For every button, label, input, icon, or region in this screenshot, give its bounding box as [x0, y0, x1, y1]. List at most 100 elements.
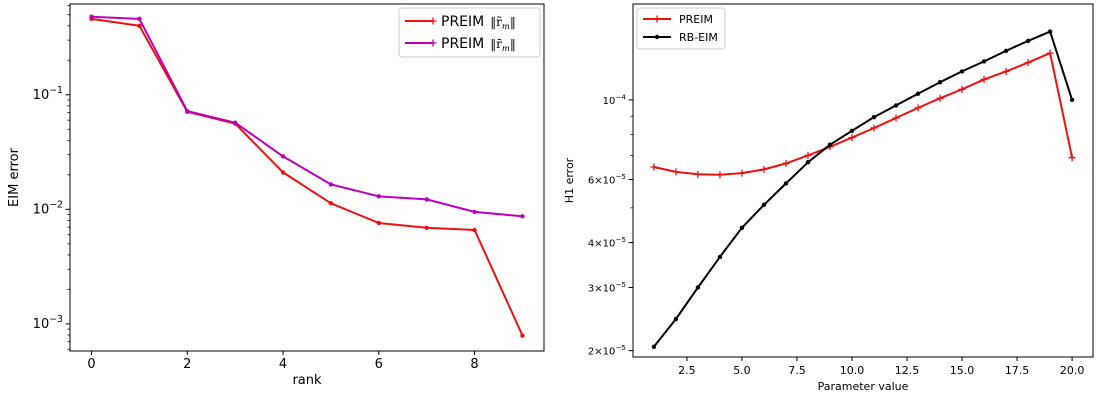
right-series-0-point-4 — [738, 169, 746, 177]
left-legend-label-1: PREIM ‖r̄m‖ — [441, 36, 516, 53]
right-xtick-label-3: 10.0 — [840, 364, 865, 377]
right-series-1-point-3 — [717, 254, 723, 260]
right-legend: PREIM RB-EIM — [636, 7, 726, 50]
right-series-0-point-19 — [1068, 154, 1076, 162]
left-ytick-label-2-exp: −1 — [49, 85, 63, 96]
right-ytick-label-1-base: 3×10 — [588, 283, 615, 294]
left-series-1-point-5 — [328, 182, 334, 187]
right-series-0-point-17 — [1024, 59, 1032, 67]
left-series-0-line — [91, 17, 524, 337]
right-legend-name-0: PREIM — [679, 13, 713, 26]
right-legend-label-0: PREIM — [679, 13, 713, 26]
right-series-0-point-12 — [914, 104, 922, 112]
left-series-1-point-4 — [280, 154, 286, 159]
left-legend-marker-1 — [429, 39, 437, 47]
left-series-1-point-1 — [137, 16, 142, 22]
right-series-1-point-17 — [1025, 38, 1031, 44]
right-series-0-point-1 — [672, 168, 680, 176]
right-legend-label-1: RB-EIM — [679, 31, 718, 44]
right-series-0-point-18 — [1046, 49, 1054, 57]
right-series-1-point-19 — [1069, 97, 1075, 103]
left-ytick-label-0: 10−3 — [33, 314, 63, 332]
right-series-1-point-2 — [695, 285, 701, 290]
left-ytick-label-0-exp: −3 — [49, 314, 63, 325]
left-series-0-point-8 — [472, 227, 477, 233]
right-ytick-label-3-base: 6×10 — [588, 175, 615, 186]
right-xtick-label-1: 5.0 — [733, 364, 751, 377]
right-legend-marker-0 — [653, 15, 661, 23]
left-series-1-point-3 — [232, 120, 238, 125]
left-legend: PREIM ‖r̃m‖PREIM ‖r̄m‖ — [398, 7, 541, 58]
right-legend-marker-1 — [654, 34, 660, 40]
right-series-0-point-9 — [848, 134, 856, 142]
right-series-1-point-9 — [849, 128, 855, 133]
right-series-0-point-15 — [980, 75, 988, 83]
right-xtick-label-2: 7.5 — [788, 364, 806, 377]
right-series-1-point-12 — [915, 91, 921, 96]
right-xtick-label-0: 2.5 — [678, 364, 696, 377]
left-series-0-point-5 — [328, 201, 334, 206]
right-ytick-label-0-base: 2×10 — [588, 347, 615, 358]
left-series-0-point-1 — [137, 23, 142, 29]
right-series-0-point-2 — [694, 170, 702, 178]
right-series-0-point-6 — [782, 159, 790, 167]
left-ytick-label-2: 10−1 — [33, 85, 63, 103]
right-series-0-point-10 — [870, 124, 878, 132]
right-series-1-point-16 — [1003, 48, 1009, 54]
left-legend-name-1: PREIM — [441, 36, 484, 52]
right-axes-frame — [632, 3, 1094, 358]
right-ytick-label-4-exp: −4 — [615, 92, 626, 101]
right-series-0-point-7 — [804, 151, 812, 159]
right-xtick-label-5: 15.0 — [950, 364, 975, 377]
left-ytick-label-1-base: 10 — [33, 202, 50, 217]
left-legend-norm-sub-0: m — [502, 21, 510, 31]
left-xtick-label-1: 2 — [183, 357, 191, 372]
right-series-1-point-13 — [937, 79, 943, 85]
left-series-1-point-2 — [185, 108, 190, 114]
right-series-1-point-10 — [871, 114, 877, 120]
left-legend-marker-0 — [429, 17, 437, 25]
left-legend-box — [398, 7, 541, 58]
left-series-0-point-6 — [376, 220, 382, 226]
right-series-0-point-16 — [1002, 67, 1010, 75]
right-series-0-line — [653, 52, 1074, 176]
right-xlabel: Parameter value — [818, 380, 909, 393]
right-series-0-point-5 — [760, 165, 768, 173]
left-legend-norm-close-0: ‖ — [510, 15, 516, 29]
left-xtick-label-2: 4 — [279, 357, 287, 372]
left-series-0-point-9 — [520, 333, 525, 338]
left-ytick-label-1-exp: −2 — [49, 199, 63, 210]
left-axes-frame — [69, 3, 545, 352]
right-ylabel: H1 error — [563, 157, 576, 203]
left-xlabel: rank — [292, 373, 322, 388]
right-ytick-label-3-exp: −5 — [615, 172, 626, 181]
right-series-1-point-7 — [805, 160, 811, 165]
right-series-1-point-15 — [981, 59, 987, 64]
left-series-1-point-6 — [376, 194, 382, 199]
left-xtick-label-3: 6 — [375, 357, 383, 372]
right-series-0-point-0 — [650, 163, 658, 171]
left-series-0-point-4 — [280, 170, 286, 175]
right-ytick-label-2: 4×10−5 — [588, 235, 626, 250]
left-xtick-label-4: 8 — [470, 357, 478, 372]
right-ytick-label-3: 6×10−5 — [588, 172, 626, 187]
right-ytick-label-4-base: 10 — [603, 96, 616, 107]
left-ytick-label-1: 10−2 — [33, 199, 63, 217]
right-ytick-label-0-exp: −5 — [615, 343, 626, 352]
left-series-1-point-9 — [520, 214, 525, 219]
right-ytick-label-1-exp: −5 — [615, 280, 626, 289]
right-series-1-point-5 — [761, 202, 767, 207]
left-series-1-point-8 — [472, 209, 477, 215]
right-ytick-label-4: 10−4 — [603, 92, 627, 107]
left-xtick-label-0: 0 — [87, 357, 95, 372]
right-series-1-point-0 — [651, 344, 657, 349]
left-series-1-point-7 — [424, 197, 429, 202]
left-ytick-label-2-base: 10 — [33, 88, 50, 103]
right-series-1-point-4 — [739, 225, 745, 230]
left-legend-name-0: PREIM — [441, 14, 484, 30]
left-series-0-point-7 — [424, 225, 429, 230]
left-legend-norm-sub-1: m — [502, 43, 510, 53]
right-series-1-point-14 — [959, 69, 965, 74]
right-xtick-label-6: 17.5 — [1005, 364, 1030, 377]
